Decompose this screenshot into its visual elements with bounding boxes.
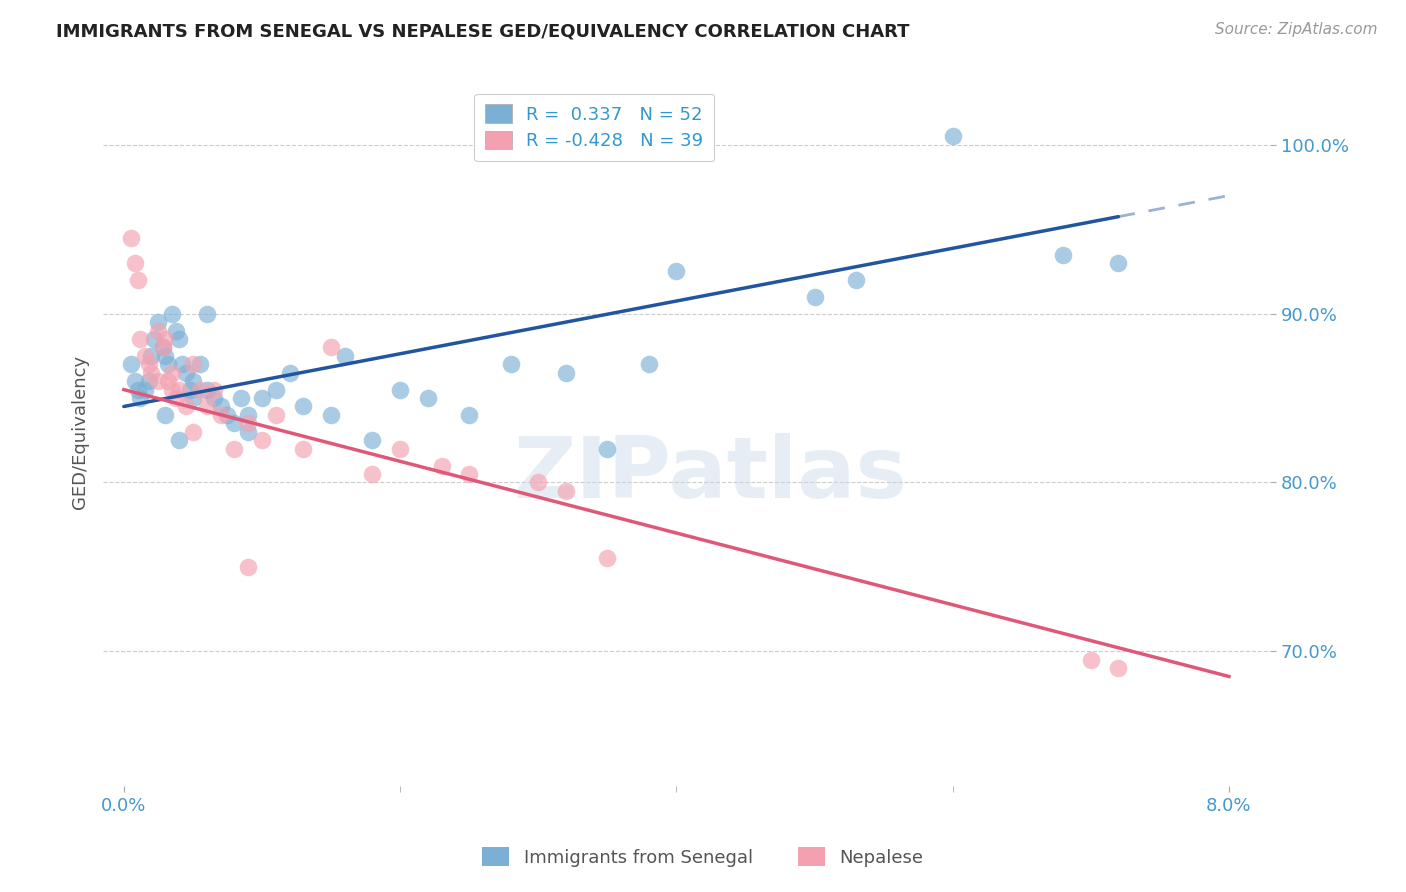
Point xyxy=(554,366,576,380)
Point xyxy=(148,374,170,388)
Point xyxy=(127,273,149,287)
Point xyxy=(181,425,204,439)
Point xyxy=(209,408,232,422)
Point xyxy=(1080,652,1102,666)
Point xyxy=(152,340,174,354)
Text: IMMIGRANTS FROM SENEGAL VS NEPALESE GED/EQUIVALENCY CORRELATION CHART: IMMIGRANTS FROM SENEGAL VS NEPALESE GED/… xyxy=(56,22,910,40)
Point xyxy=(202,383,225,397)
Point xyxy=(319,408,342,422)
Point xyxy=(167,383,190,397)
Point xyxy=(238,425,260,439)
Point xyxy=(195,383,218,397)
Point xyxy=(665,264,688,278)
Point xyxy=(238,408,260,422)
Point xyxy=(224,417,246,431)
Point xyxy=(389,383,412,397)
Point xyxy=(165,324,187,338)
Point xyxy=(224,442,246,456)
Text: Source: ZipAtlas.com: Source: ZipAtlas.com xyxy=(1215,22,1378,37)
Point xyxy=(238,559,260,574)
Point xyxy=(181,374,204,388)
Point xyxy=(165,391,187,405)
Point xyxy=(217,408,239,422)
Point xyxy=(803,290,825,304)
Point xyxy=(319,340,342,354)
Point xyxy=(160,383,183,397)
Point xyxy=(361,467,384,481)
Point xyxy=(430,458,453,473)
Point xyxy=(188,357,211,371)
Point xyxy=(129,332,152,346)
Point xyxy=(155,349,177,363)
Point xyxy=(250,391,273,405)
Point xyxy=(1107,661,1129,675)
Point xyxy=(264,383,287,397)
Point xyxy=(596,551,619,566)
Point xyxy=(155,332,177,346)
Point xyxy=(148,324,170,338)
Point xyxy=(195,307,218,321)
Point xyxy=(527,475,550,490)
Legend: R =  0.337   N = 52, R = -0.428   N = 39: R = 0.337 N = 52, R = -0.428 N = 39 xyxy=(474,94,714,161)
Point xyxy=(157,374,180,388)
Text: ZIPatlas: ZIPatlas xyxy=(513,433,907,516)
Point xyxy=(264,408,287,422)
Point xyxy=(152,340,174,354)
Point xyxy=(141,366,163,380)
Point xyxy=(845,273,868,287)
Point xyxy=(250,434,273,448)
Point xyxy=(1052,247,1074,261)
Point xyxy=(134,383,156,397)
Point xyxy=(174,366,197,380)
Point xyxy=(134,349,156,363)
Point xyxy=(181,357,204,371)
Point xyxy=(292,400,315,414)
Point xyxy=(554,483,576,498)
Point xyxy=(292,442,315,456)
Point xyxy=(458,408,481,422)
Point xyxy=(179,383,201,397)
Point xyxy=(333,349,356,363)
Point xyxy=(129,391,152,405)
Point xyxy=(458,467,481,481)
Legend: Immigrants from Senegal, Nepalese: Immigrants from Senegal, Nepalese xyxy=(475,840,931,874)
Point xyxy=(416,391,439,405)
Point xyxy=(124,256,146,270)
Point xyxy=(167,332,190,346)
Point xyxy=(389,442,412,456)
Point xyxy=(499,357,522,371)
Point xyxy=(138,357,160,371)
Point xyxy=(361,434,384,448)
Point xyxy=(238,417,260,431)
Point xyxy=(155,408,177,422)
Point xyxy=(138,374,160,388)
Point xyxy=(124,374,146,388)
Point xyxy=(195,400,218,414)
Point xyxy=(120,231,142,245)
Point xyxy=(188,383,211,397)
Point xyxy=(596,442,619,456)
Point xyxy=(174,400,197,414)
Point xyxy=(231,391,253,405)
Point xyxy=(120,357,142,371)
Point xyxy=(157,357,180,371)
Y-axis label: GED/Equivalency: GED/Equivalency xyxy=(72,355,89,508)
Point xyxy=(167,434,190,448)
Point xyxy=(1107,256,1129,270)
Point xyxy=(141,349,163,363)
Point xyxy=(202,391,225,405)
Point xyxy=(160,366,183,380)
Point xyxy=(209,400,232,414)
Point xyxy=(637,357,659,371)
Point xyxy=(127,383,149,397)
Point xyxy=(160,307,183,321)
Point xyxy=(181,391,204,405)
Point xyxy=(170,357,193,371)
Point xyxy=(148,315,170,329)
Point xyxy=(278,366,301,380)
Point xyxy=(143,332,166,346)
Point xyxy=(942,129,965,144)
